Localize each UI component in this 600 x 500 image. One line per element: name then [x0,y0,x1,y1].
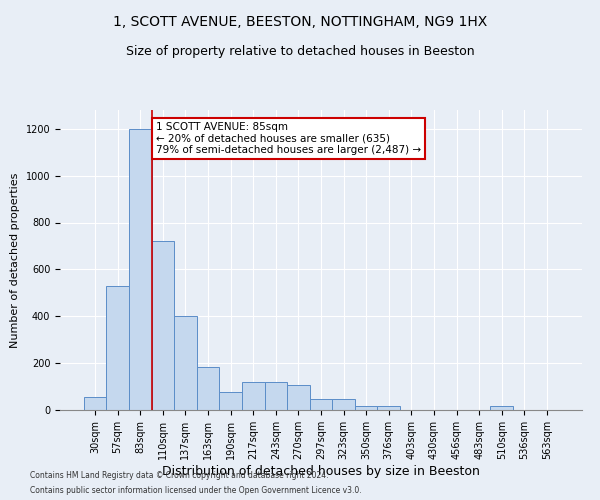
Bar [355,406,377,410]
Bar [242,382,265,410]
Bar [287,386,310,410]
Text: 1 SCOTT AVENUE: 85sqm
← 20% of detached houses are smaller (635)
79% of semi-det: 1 SCOTT AVENUE: 85sqm ← 20% of detached … [156,122,421,155]
Bar [310,399,332,410]
Bar [490,406,513,410]
Bar [197,366,220,410]
Bar [174,316,197,410]
X-axis label: Distribution of detached houses by size in Beeston: Distribution of detached houses by size … [162,464,480,477]
Bar [332,399,355,410]
Bar [84,397,106,410]
Bar [265,382,287,410]
Bar [106,286,129,410]
Bar [152,242,174,410]
Text: Contains HM Land Registry data © Crown copyright and database right 2024.: Contains HM Land Registry data © Crown c… [30,471,329,480]
Bar [377,406,400,410]
Y-axis label: Number of detached properties: Number of detached properties [10,172,20,348]
Text: Contains public sector information licensed under the Open Government Licence v3: Contains public sector information licen… [30,486,362,495]
Bar [220,392,242,410]
Bar [129,128,152,410]
Text: Size of property relative to detached houses in Beeston: Size of property relative to detached ho… [125,45,475,58]
Text: 1, SCOTT AVENUE, BEESTON, NOTTINGHAM, NG9 1HX: 1, SCOTT AVENUE, BEESTON, NOTTINGHAM, NG… [113,15,487,29]
